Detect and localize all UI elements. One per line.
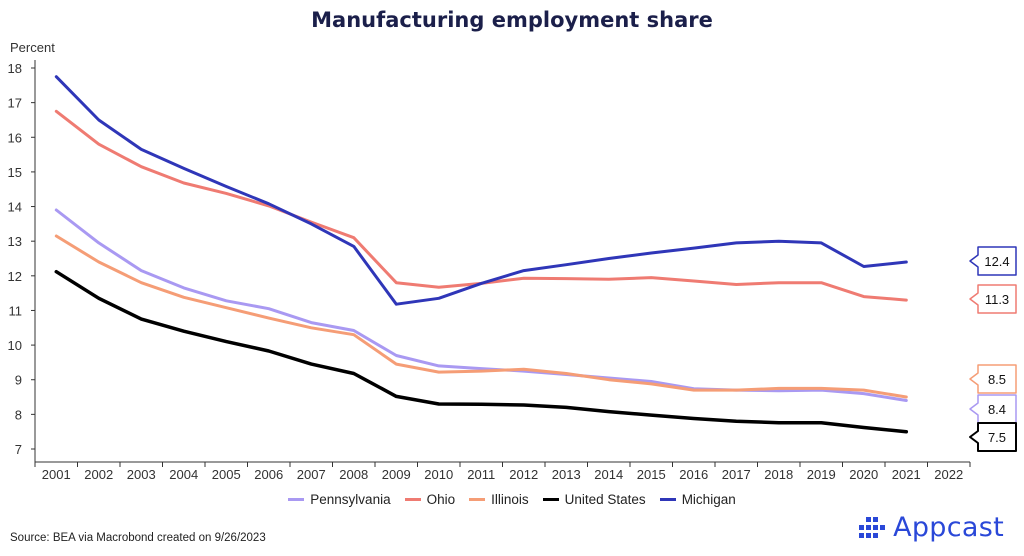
legend-label: Michigan <box>681 492 736 507</box>
y-axis-label: Percent <box>10 40 55 55</box>
legend-label: United States <box>564 492 646 507</box>
series-line-michigan <box>54 75 908 306</box>
end-labels: 8.4 11.3 8.5 7.5 12.4 <box>969 246 1017 452</box>
y-tick-label: 8 <box>15 407 22 422</box>
x-tick-label: 2007 <box>297 467 326 482</box>
x-tick-label: 2017 <box>722 467 751 482</box>
end-label-box <box>969 394 1017 424</box>
x-tick-label: 2003 <box>127 467 156 482</box>
legend-label: Illinois <box>491 492 529 507</box>
series-layer <box>54 75 909 434</box>
y-tick-label: 7 <box>15 442 22 457</box>
legend-swatch <box>404 498 421 501</box>
x-tick-label: 2004 <box>169 467 198 482</box>
x-tick-label: 2018 <box>764 467 793 482</box>
axes: 7 8 9 10 11 12 13 14 15 16 17 18 2001 2002 2003 2004 200… <box>8 60 971 482</box>
chart-title: Manufacturing employment share <box>311 8 713 32</box>
x-tick-label: 2012 <box>509 467 538 482</box>
legend-item-pennsylvania: Pennsylvania <box>288 492 391 507</box>
x-tick-label: 2016 <box>679 467 708 482</box>
end-label-pennsylvania: 8.4 <box>969 394 1017 424</box>
x-tick-label: 2013 <box>552 467 581 482</box>
series-line-ohio <box>54 109 908 302</box>
x-tick-label: 2010 <box>424 467 453 482</box>
x-tick-label: 2021 <box>892 467 921 482</box>
end-label-value: 8.4 <box>988 402 1006 417</box>
x-tick-label: 2011 <box>467 467 495 482</box>
x-tick-label: 2001 <box>42 467 71 482</box>
end-label-value: 12.4 <box>984 254 1009 269</box>
legend-item-illinois: Illinois <box>469 492 529 507</box>
legend-swatch <box>288 498 305 501</box>
legend-item-michigan: Michigan <box>659 492 736 507</box>
series-line-pennsylvania <box>54 208 908 402</box>
x-tick-label: 2006 <box>254 467 283 482</box>
end-label-box <box>969 284 1017 314</box>
y-tick-label: 15 <box>8 165 22 180</box>
legend: Pennsylvania Ohio Illinois United States Mic… <box>0 492 1024 507</box>
x-tick-label: 2009 <box>382 467 411 482</box>
x-tick-label: 2022 <box>934 467 963 482</box>
legend-label: Pennsylvania <box>310 492 391 507</box>
x-tick-label: 2005 <box>212 467 241 482</box>
legend-item-united-states: United States <box>542 492 646 507</box>
x-tick-label: 2008 <box>339 467 368 482</box>
end-label-value: 11.3 <box>985 292 1009 307</box>
source-note: Source: BEA via Macrobond created on 9/2… <box>10 532 266 544</box>
y-tick-label: 18 <box>8 61 22 76</box>
end-label-value: 7.5 <box>988 430 1006 445</box>
y-tick-label: 13 <box>8 234 22 249</box>
end-label-box <box>969 422 1017 452</box>
legend-label: Ohio <box>426 492 456 507</box>
legend-swatch <box>469 498 486 501</box>
x-tick-label: 2002 <box>84 467 113 482</box>
end-label-michigan: 12.4 <box>969 246 1017 276</box>
y-tick-label: 12 <box>8 269 22 284</box>
x-tick-label: 2020 <box>849 467 878 482</box>
end-label-box <box>969 364 1017 394</box>
end-label-ohio: 11.3 <box>969 284 1017 314</box>
series-line-united-states <box>54 269 909 434</box>
legend-swatch <box>542 498 559 501</box>
y-tick-label: 11 <box>9 303 23 318</box>
end-label-illinois: 8.5 <box>969 364 1017 394</box>
x-tick-label: 2014 <box>594 467 623 482</box>
y-tick-label: 14 <box>8 200 22 215</box>
dot-grid-logo-icon <box>859 516 886 538</box>
y-tick-label: 16 <box>8 130 22 145</box>
line-chart: Percent 7 8 9 10 11 12 13 14 15 16 17 18 2001 2002 200… <box>8 40 1017 482</box>
brand-logo: Appcast <box>859 512 1004 543</box>
brand-name: Appcast <box>893 512 1004 543</box>
end-label-united-states: 7.5 <box>969 422 1017 452</box>
y-tick-label: 10 <box>8 338 22 353</box>
x-tick-label: 2019 <box>807 467 836 482</box>
y-tick-label: 17 <box>8 96 22 111</box>
x-tick-label: 2015 <box>637 467 666 482</box>
y-tick-label: 9 <box>15 373 22 388</box>
legend-item-ohio: Ohio <box>404 492 456 507</box>
legend-swatch <box>659 498 676 501</box>
end-label-box <box>969 246 1017 276</box>
end-label-value: 8.5 <box>988 372 1006 387</box>
series-line-illinois <box>54 234 908 399</box>
